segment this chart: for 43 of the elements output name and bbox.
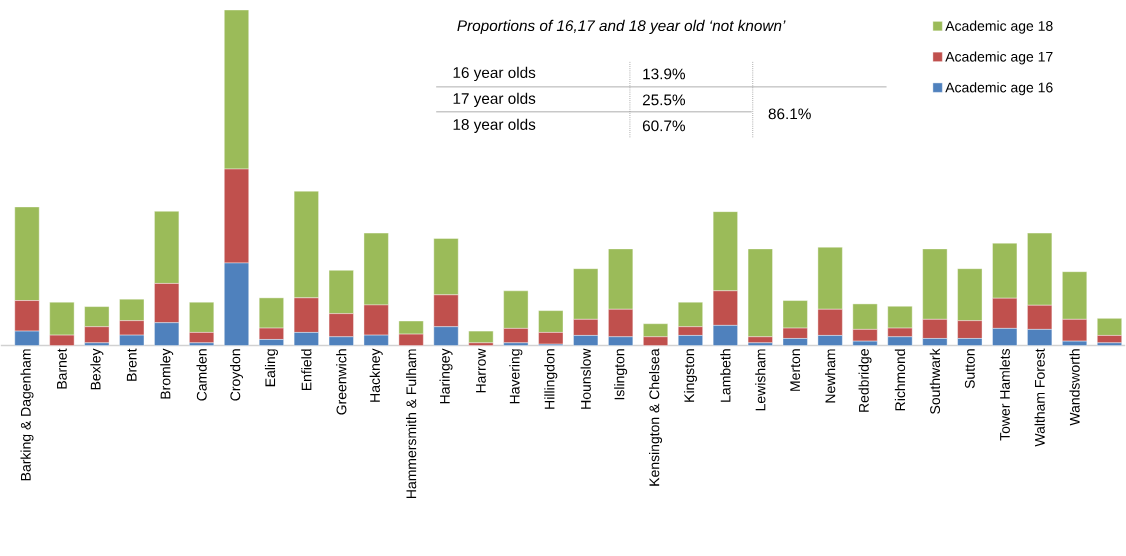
x-tick-label: Merton	[790, 349, 801, 391]
x-tick-label: Bexley	[90, 348, 104, 390]
x-tick-label: Redbridge	[858, 349, 872, 412]
x-tick-label: Waltham Forest	[1034, 348, 1045, 447]
x-tick-label: Greenwich	[336, 349, 347, 415]
legend-label: Academic age 17	[945, 51, 1053, 65]
x-tick-label: Hackney	[369, 348, 383, 402]
x-tick-label: Islington	[614, 349, 628, 400]
x-tick-label: Hounslow	[580, 348, 591, 409]
x-tick-label: Newham	[825, 349, 836, 403]
x-tick-label: Richmond	[894, 349, 906, 411]
legend-label: Academic age 18	[945, 20, 1053, 34]
x-tick-label: Croydon	[230, 349, 244, 401]
x-tick-label: Lambeth	[720, 349, 731, 402]
annotation: 13.9%	[643, 68, 686, 80]
x-tick-label: Sutton	[964, 349, 975, 389]
x-tick-label: Ealing	[264, 349, 278, 387]
x-tick-label: Bromley	[160, 348, 174, 399]
annotation: 17 year olds	[453, 92, 536, 107]
x-tick-label: Tower Hamlets	[999, 348, 1010, 441]
annotation: 16 year olds	[453, 66, 536, 81]
text: Proportions of 16,17 and 18 year old ‘not known’	[457, 19, 786, 34]
x-tick-label: Kensington & Chelsea	[649, 348, 663, 486]
x-tick-label: Camden	[196, 349, 207, 401]
x-tick-label: Barnet	[57, 348, 67, 389]
x-tick-label: Harrow	[476, 348, 486, 393]
annotation: 86.1%	[768, 108, 811, 120]
x-tick-label: Havering	[509, 349, 523, 404]
x-tick-label: Hillingdon	[544, 349, 558, 409]
x-tick-label: Southwark	[929, 348, 941, 414]
x-tick-label: Haringey	[439, 348, 453, 404]
x-tick-label: Kingston	[683, 349, 697, 402]
bar	[468, 330, 494, 343]
x-tick-label: Brent	[126, 348, 137, 381]
x-tick-label: Barking & Dagenham	[20, 349, 34, 481]
x-tick-label: Hammersmith & Fulham	[405, 349, 417, 498]
legend-label: Academic age 16	[945, 82, 1053, 96]
annotation: 60.7%	[642, 120, 686, 132]
annotation: 25.5%	[642, 94, 686, 106]
x-tick-label: Wandsworth	[1069, 349, 1080, 426]
x-tick-label: Lewisham	[755, 349, 766, 411]
x-tick-label: Enfield	[301, 349, 312, 390]
annotation: 18 year olds	[453, 118, 536, 133]
